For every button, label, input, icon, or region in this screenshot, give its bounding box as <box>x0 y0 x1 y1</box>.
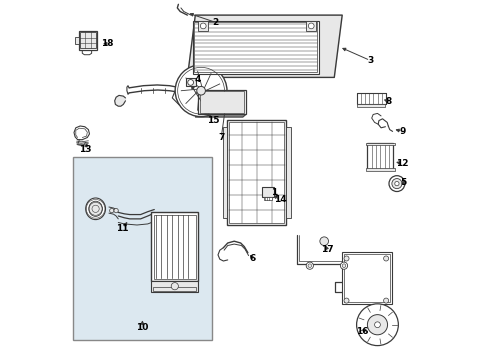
Circle shape <box>344 298 349 303</box>
Bar <box>79 31 98 50</box>
Circle shape <box>308 264 312 267</box>
Bar <box>151 212 198 281</box>
Bar <box>368 143 393 169</box>
Text: 9: 9 <box>399 127 406 136</box>
Bar <box>357 93 386 104</box>
Bar <box>357 93 386 104</box>
Bar <box>366 168 395 171</box>
Circle shape <box>308 23 314 29</box>
Bar <box>193 21 319 74</box>
Bar <box>368 143 393 169</box>
Ellipse shape <box>89 201 102 216</box>
Text: 17: 17 <box>321 245 333 253</box>
Text: 12: 12 <box>396 159 409 168</box>
Text: 6: 6 <box>250 254 256 263</box>
Circle shape <box>188 80 194 85</box>
Bar <box>222 127 227 218</box>
Polygon shape <box>115 95 125 106</box>
Circle shape <box>384 256 389 261</box>
Bar <box>344 254 390 302</box>
Text: 2: 2 <box>212 18 219 27</box>
Polygon shape <box>74 126 90 140</box>
Text: 8: 8 <box>386 97 392 106</box>
Bar <box>153 215 196 279</box>
Text: 1: 1 <box>270 188 277 197</box>
Text: 13: 13 <box>78 145 91 154</box>
Circle shape <box>368 315 388 335</box>
Polygon shape <box>187 15 342 77</box>
Bar <box>306 21 316 31</box>
Polygon shape <box>196 114 245 117</box>
Bar <box>286 127 291 218</box>
Text: 7: 7 <box>218 133 224 142</box>
Bar <box>80 32 96 48</box>
Bar <box>229 122 284 223</box>
Bar <box>194 22 318 72</box>
Circle shape <box>344 256 349 261</box>
Circle shape <box>341 262 347 269</box>
Bar <box>198 21 208 31</box>
Polygon shape <box>77 140 86 146</box>
Bar <box>73 157 212 340</box>
Bar <box>199 91 245 113</box>
Text: 14: 14 <box>274 195 287 204</box>
Text: 5: 5 <box>400 178 407 187</box>
Circle shape <box>374 322 380 328</box>
Bar <box>151 281 198 292</box>
Circle shape <box>197 86 205 95</box>
Text: 3: 3 <box>367 56 373 65</box>
Bar <box>186 78 196 86</box>
Circle shape <box>342 264 346 267</box>
Circle shape <box>175 65 227 117</box>
Bar <box>366 143 395 145</box>
Bar <box>75 37 79 44</box>
Bar <box>264 197 272 200</box>
Circle shape <box>384 298 389 303</box>
Bar <box>198 90 245 114</box>
Ellipse shape <box>86 198 105 220</box>
Circle shape <box>392 179 402 189</box>
Bar <box>357 104 386 107</box>
Circle shape <box>320 237 328 246</box>
Circle shape <box>110 208 114 213</box>
Circle shape <box>306 262 314 269</box>
Text: 16: 16 <box>356 328 368 336</box>
Text: 4: 4 <box>195 75 201 84</box>
Circle shape <box>395 181 399 186</box>
Bar <box>262 187 274 197</box>
Circle shape <box>114 208 118 213</box>
Bar <box>153 287 196 291</box>
Circle shape <box>389 176 405 192</box>
Text: 15: 15 <box>207 116 220 125</box>
Circle shape <box>357 304 398 346</box>
Text: 11: 11 <box>116 224 129 233</box>
Text: 10: 10 <box>136 323 148 332</box>
Bar <box>227 120 286 225</box>
Bar <box>342 252 392 304</box>
Text: 18: 18 <box>101 40 114 49</box>
Circle shape <box>200 23 206 29</box>
Circle shape <box>171 283 178 290</box>
